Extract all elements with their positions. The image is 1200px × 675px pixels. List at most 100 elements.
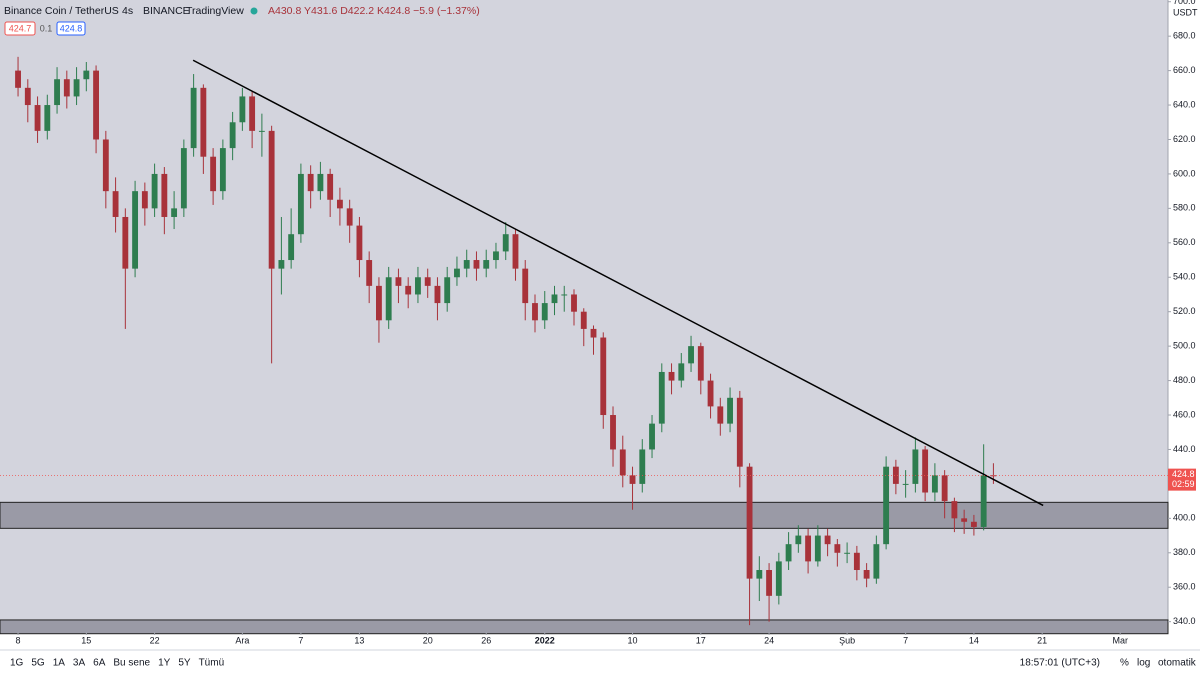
range-button[interactable]: 1A <box>53 658 66 669</box>
candle-body <box>297 173 304 235</box>
candle-body <box>941 475 948 502</box>
candle-body <box>697 346 704 381</box>
candle-body <box>844 552 851 554</box>
candle-body <box>34 105 41 131</box>
candle-body <box>814 535 821 562</box>
candle-body <box>912 449 919 484</box>
candle-body <box>853 552 860 571</box>
candle-body <box>415 277 421 295</box>
candle-body <box>902 483 909 485</box>
candle-body <box>922 449 929 493</box>
range-button[interactable]: 3A <box>73 658 86 669</box>
range-button[interactable]: 5Y <box>178 658 191 669</box>
auto-toggle[interactable]: otomatik <box>1158 658 1197 669</box>
x-tick-label: 24 <box>764 635 774 645</box>
range-button[interactable]: 1G <box>10 658 24 669</box>
candle-body <box>395 277 402 286</box>
y-tick-label: 400.0 <box>1173 513 1196 523</box>
ask-box[interactable] <box>56 21 86 36</box>
symbol: Binance Coin / TetherUS <box>4 5 119 17</box>
y-tick-label: 440.0 <box>1173 444 1196 454</box>
candle-body <box>483 260 490 269</box>
exchange: BINANCE <box>143 5 190 17</box>
y-unit: USDT <box>1173 7 1198 17</box>
spread: 0.1 <box>40 23 53 33</box>
candle-body <box>171 208 178 217</box>
candle-body <box>317 173 324 192</box>
x-tick-label: 14 <box>969 635 979 645</box>
countdown: 02:59 <box>1172 479 1195 489</box>
candle-body <box>805 535 812 562</box>
candle-body <box>24 87 31 106</box>
candle-body <box>473 260 480 269</box>
y-tick-label: 460.0 <box>1173 409 1196 419</box>
candle-body <box>512 234 519 269</box>
source: TradingView <box>186 5 244 17</box>
candle-body <box>717 406 724 424</box>
candle-body <box>44 105 51 131</box>
x-tick-label: Ara <box>235 635 249 645</box>
candle-body <box>551 294 558 304</box>
candle-body <box>278 260 285 269</box>
x-tick-label: 17 <box>696 635 706 645</box>
candle-body <box>239 96 246 123</box>
candle-body <box>775 561 782 596</box>
bid-box[interactable] <box>4 21 36 36</box>
range-button[interactable]: Bu sene <box>113 658 150 669</box>
log-toggle[interactable]: log <box>1137 658 1150 669</box>
range-button[interactable]: 5G <box>31 658 45 669</box>
range-button[interactable]: 1Y <box>158 658 171 669</box>
candle-body <box>629 475 636 484</box>
candle-body <box>834 544 841 553</box>
candle-body <box>961 518 968 522</box>
candle-body <box>112 191 119 217</box>
candle-body <box>502 234 509 252</box>
candle-body <box>658 371 665 424</box>
candle-body <box>385 277 392 321</box>
candle-body <box>122 216 129 269</box>
candle-body <box>258 130 265 132</box>
y-tick-label: 580.0 <box>1173 203 1196 213</box>
candle-body <box>785 544 792 562</box>
candle-body <box>892 466 899 484</box>
y-tick-label: 620.0 <box>1173 134 1196 144</box>
candle-body <box>600 337 607 416</box>
x-tick-label: 2022 <box>535 635 555 645</box>
candle-body <box>83 70 90 80</box>
candle-body <box>200 87 207 157</box>
candle-body <box>405 285 412 295</box>
candle-body <box>610 415 616 450</box>
candle-body <box>219 148 226 192</box>
candle-body <box>307 173 314 192</box>
candle-body <box>249 96 256 131</box>
candle-body <box>951 501 958 519</box>
candle-body <box>454 268 460 278</box>
range-button[interactable]: 6A <box>93 658 106 669</box>
percent-toggle[interactable]: % <box>1120 658 1129 669</box>
clock: 18:57:01 (UTC+3) <box>1020 658 1100 669</box>
last-price-label: 424.8 <box>1172 469 1195 479</box>
y-tick-label: 700.0 <box>1173 0 1196 6</box>
x-tick-label: 7 <box>298 635 303 645</box>
x-tick-label: 7 <box>903 635 908 645</box>
candle-body <box>678 363 685 381</box>
candle-body <box>668 371 675 381</box>
y-tick-label: 680.0 <box>1173 31 1196 41</box>
candle-body <box>151 173 158 209</box>
candle-body <box>873 544 880 579</box>
candle-body <box>931 475 938 493</box>
trendline <box>192 59 1044 507</box>
candle-body <box>766 570 773 596</box>
y-tick-label: 500.0 <box>1173 341 1196 351</box>
candle-body <box>132 191 139 269</box>
candle-body <box>63 79 70 97</box>
range-button[interactable]: Tümü <box>199 658 225 669</box>
candle-body <box>141 191 148 209</box>
y-tick-label: 360.0 <box>1173 582 1196 592</box>
candle-body <box>736 397 743 467</box>
candle-body <box>73 79 80 97</box>
candle-body <box>707 380 714 407</box>
time-axis <box>0 632 1200 650</box>
status-dot <box>250 7 258 15</box>
support-zone <box>0 501 1169 529</box>
